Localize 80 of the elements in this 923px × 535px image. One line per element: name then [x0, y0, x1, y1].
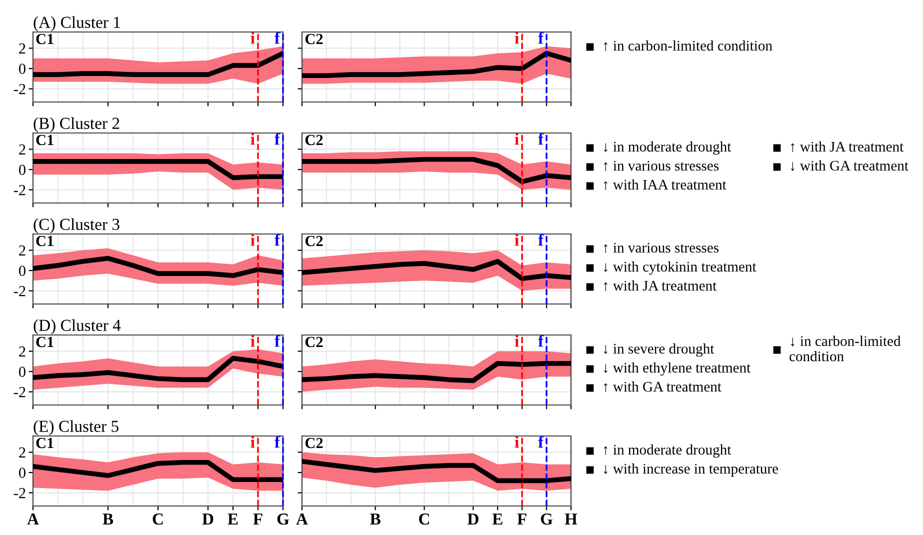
text: ↑ in moderate drought [604, 444, 732, 458]
text: ↓ with GA treatment [790, 160, 908, 171]
y-tick-label: 0 [19, 64, 26, 74]
annotation: C2 [305, 236, 323, 246]
x-tick-label: C [419, 513, 430, 525]
x-tick-label: D [467, 514, 478, 525]
chart-title: (C) Cluster 3 [34, 218, 120, 234]
annotation: C1 [36, 336, 54, 348]
chart-title: (E) Cluster 5 [34, 420, 118, 436]
annotation: C2 [305, 34, 323, 44]
chart-title: (B) Cluster 2 [34, 117, 120, 132]
x-tick-label: F [517, 514, 526, 525]
text: ↑ with IAA treatment [604, 179, 726, 190]
ref-line-label: f [274, 32, 280, 44]
text: ↑ with GA treatment [604, 381, 722, 392]
ref-line-label: f [274, 334, 280, 347]
ref-line-label: i [250, 133, 255, 145]
ref-line-label: f [538, 234, 544, 246]
ref-line-label: i [514, 32, 519, 44]
y-tick-label: 2 [19, 43, 26, 54]
text: ↑ in various stresses [604, 160, 719, 171]
ref-line-label: f [538, 132, 544, 145]
ref-line-label: i [250, 234, 255, 246]
x-tick-label: B [370, 514, 380, 525]
chart-title: (D) Cluster 4 [34, 319, 121, 334]
y-tick-label: -2 [14, 386, 26, 398]
ref-line-label: i [514, 234, 519, 246]
y-tick-label: 0 [19, 266, 26, 276]
ref-line-label: f [538, 334, 544, 347]
annotation: C1 [36, 236, 54, 246]
annotation: C1 [36, 134, 54, 146]
x-tick-label: C [152, 513, 163, 525]
annotation: C2 [305, 336, 323, 348]
ref-line-label: i [514, 133, 519, 145]
text: ↓ in moderate drought [604, 141, 732, 155]
text: ↓ in severe drought [604, 343, 714, 357]
chart-title: (A) Cluster 1 [34, 16, 120, 32]
y-tick-label: -2 [14, 286, 26, 296]
y-tick-label: 2 [19, 144, 26, 155]
y-tick-label: -2 [14, 184, 26, 196]
text: ↑ with JA treatment [604, 280, 717, 291]
annotation: C1 [36, 438, 54, 448]
y-tick-label: -2 [14, 84, 26, 94]
text: ↓ with ethylene treatment [604, 362, 751, 376]
ref-line-label: i [514, 436, 519, 448]
x-tick-label: H [564, 514, 578, 525]
ref-line-label: i [250, 436, 255, 448]
x-tick-label: E [228, 514, 238, 525]
x-tick-label: B [102, 514, 114, 525]
ref-line-label: f [274, 436, 280, 448]
x-tick-label: G [277, 513, 290, 525]
text: ↓ in carbon-limited condition [790, 336, 901, 362]
text: ↓ with cytokinin treatment [604, 261, 756, 275]
x-tick-label: F [253, 514, 262, 525]
x-tick-label: G [540, 513, 553, 525]
y-tick-label: 2 [19, 245, 26, 256]
y-tick-label: -2 [14, 488, 26, 498]
y-tick-label: 0 [19, 366, 26, 377]
ref-line-label: f [274, 132, 280, 145]
x-tick-label: A [27, 514, 39, 525]
y-tick-label: 2 [19, 346, 26, 357]
ref-line-label: i [250, 335, 255, 347]
annotation: C2 [305, 438, 323, 448]
text: ↑ with JA treatment [790, 141, 904, 152]
ref-line-label: i [514, 335, 519, 347]
y-tick-label: 0 [19, 164, 26, 175]
ref-line-label: i [250, 32, 255, 44]
text: ↑ in various stresses [604, 242, 719, 253]
ref-line-label: f [538, 436, 544, 448]
annotation: C1 [36, 34, 54, 44]
y-tick-label: 2 [19, 447, 26, 458]
y-tick-label: 0 [19, 468, 26, 478]
ref-line-label: f [538, 32, 544, 44]
x-tick-label: A [296, 514, 308, 525]
annotation: C2 [305, 134, 323, 146]
x-tick-label: E [492, 514, 502, 525]
ref-line-label: f [274, 234, 280, 246]
text: ↓ with increase in temperature [604, 463, 778, 477]
x-tick-label: D [202, 514, 214, 525]
text: ↑ in carbon-limited condition [604, 40, 772, 51]
